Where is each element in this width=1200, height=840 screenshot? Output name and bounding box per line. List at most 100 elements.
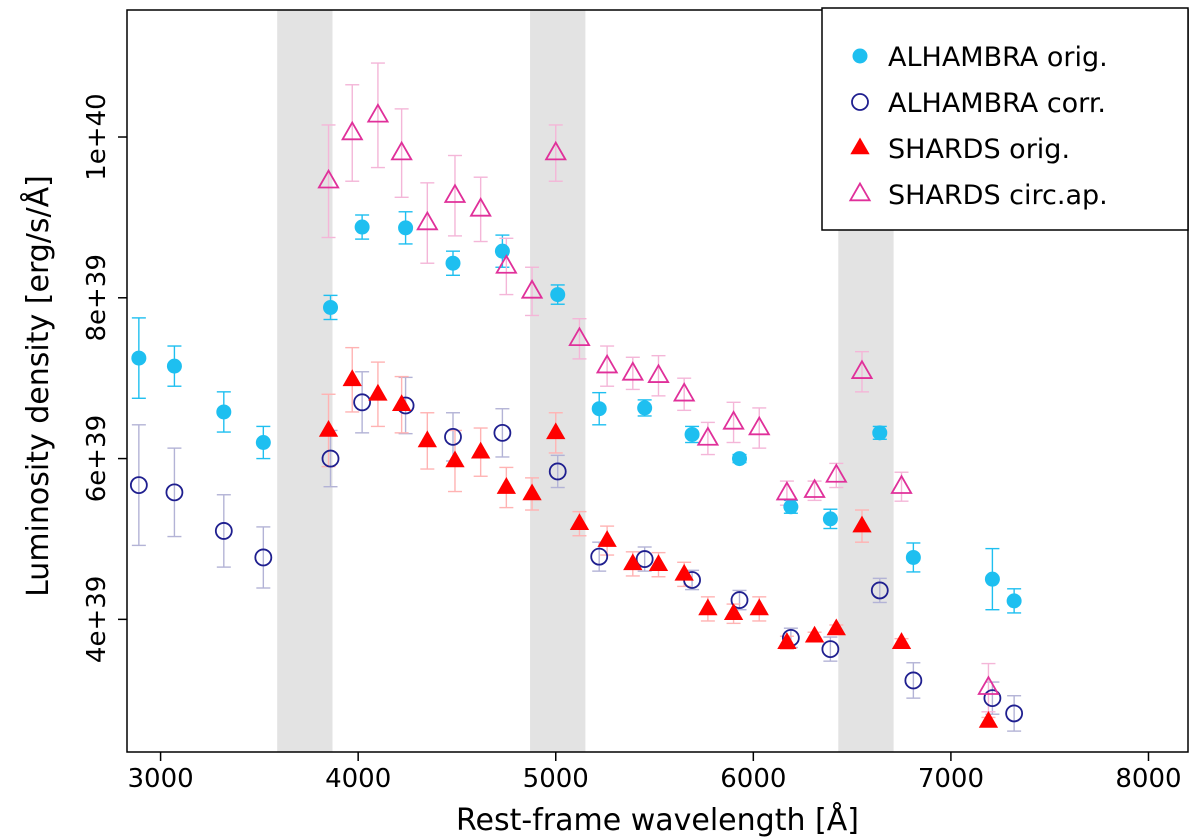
data-point-series-0	[822, 511, 838, 527]
data-point-series-2	[648, 554, 669, 571]
data-point-series-1	[353, 393, 372, 412]
x-tick-label: 4000	[325, 764, 391, 794]
data-point-series-0	[131, 350, 147, 366]
data-point-series-2	[569, 513, 590, 530]
data-point-series-0	[398, 220, 414, 236]
error-bar	[216, 494, 231, 568]
data-point-series-1	[590, 547, 609, 566]
data-point-series-1	[548, 462, 567, 481]
data-point-series-1	[821, 640, 840, 659]
data-point-series-3	[722, 410, 745, 430]
data-point-series-3	[495, 254, 518, 274]
data-point-series-3	[850, 359, 874, 379]
data-point-series-3	[748, 415, 771, 436]
data-point-series-3	[520, 279, 544, 299]
legend-label: ALHAMBRA orig.	[888, 42, 1108, 73]
error-bar	[525, 266, 540, 317]
x-tick-label: 6000	[720, 764, 786, 794]
data-point-series-0	[731, 451, 747, 467]
legend-marker	[851, 93, 869, 111]
data-points	[129, 103, 1024, 728]
data-point-series-3	[317, 168, 340, 189]
data-point-series-2	[445, 450, 465, 468]
error-bar	[600, 345, 615, 387]
data-point-series-2	[471, 441, 491, 459]
error-bar	[420, 182, 435, 264]
data-point-series-3	[568, 326, 591, 346]
data-point-series-2	[723, 603, 744, 621]
legend-item: ALHAMBRA corr.	[851, 88, 1106, 119]
error-bar	[355, 371, 370, 434]
data-point-series-2	[891, 632, 912, 649]
error-bar	[167, 447, 182, 538]
data-point-series-2	[852, 515, 872, 533]
data-point-series-3	[443, 183, 467, 203]
error-bar	[985, 681, 1000, 715]
data-point-series-0	[637, 400, 653, 416]
data-point-series-3	[390, 140, 413, 161]
legend-label: SHARDS orig.	[888, 134, 1070, 165]
data-point-series-0	[872, 425, 888, 441]
legend-marker	[848, 181, 872, 202]
data-point-series-2	[546, 422, 566, 440]
error-bar	[572, 317, 587, 360]
y-tick-label: 4e+39	[82, 576, 112, 663]
error-bar	[321, 124, 336, 239]
data-point-series-1	[214, 522, 233, 540]
error-bar	[495, 408, 510, 458]
error-bar	[447, 154, 462, 237]
error-bar	[548, 124, 563, 182]
data-point-series-2	[978, 710, 999, 728]
data-point-series-2	[674, 563, 694, 581]
x-tick-label: 3000	[128, 764, 194, 794]
data-point-series-1	[635, 550, 654, 568]
data-point-series-1	[321, 449, 340, 468]
error-bar	[726, 401, 741, 444]
error-bar	[131, 424, 146, 547]
error-bar	[394, 108, 409, 199]
data-point-series-2	[804, 625, 825, 643]
data-point-series-2	[698, 598, 718, 616]
data-point-series-2	[368, 383, 388, 401]
data-point-series-3	[977, 675, 1000, 695]
data-point-series-1	[983, 689, 1002, 708]
plot-frame	[126, 9, 1189, 753]
data-point-series-2	[496, 477, 517, 494]
data-point-series-2	[342, 369, 362, 387]
y-tick-label: 8e+39	[82, 254, 112, 341]
error-bar	[550, 454, 565, 489]
data-point-series-2	[417, 430, 437, 448]
data-point-series-3	[416, 210, 439, 231]
data-point-series-1	[444, 427, 462, 446]
error-bar	[1007, 695, 1022, 732]
data-point-series-0	[905, 549, 921, 565]
legend-label: ALHAMBRA corr.	[888, 88, 1106, 119]
axes: 3000 4000 5000 6000 7000 8000 4e+39 6e+39 8e+39 1…	[82, 9, 1189, 794]
data-point-series-0	[783, 499, 799, 515]
y-axis-label: Luminosity density [erg/s/Å]	[20, 175, 56, 597]
data-point-series-2	[522, 483, 542, 501]
data-point-series-0	[166, 358, 182, 374]
data-point-series-1	[904, 671, 923, 690]
data-point-series-2	[597, 530, 617, 547]
legend-item: ALHAMBRA orig.	[852, 42, 1108, 73]
data-point-series-3	[775, 480, 799, 501]
error-bar	[446, 412, 461, 462]
data-point-series-0	[323, 299, 339, 315]
shaded-band	[277, 10, 333, 752]
error-bar	[854, 350, 869, 393]
data-point-series-3	[621, 361, 645, 381]
error-bar	[906, 662, 921, 699]
data-point-series-2	[391, 394, 412, 412]
data-point-series-0	[255, 434, 271, 450]
data-point-series-2	[777, 632, 797, 649]
error-bar	[473, 176, 488, 243]
data-point-series-0	[684, 426, 700, 442]
data-point-series-1	[493, 423, 512, 442]
x-tick-label: 7000	[918, 764, 984, 794]
data-point-series-2	[318, 419, 339, 437]
data-point-series-3	[341, 120, 364, 141]
data-point-series-1	[165, 483, 184, 502]
legend-box	[821, 7, 1189, 231]
